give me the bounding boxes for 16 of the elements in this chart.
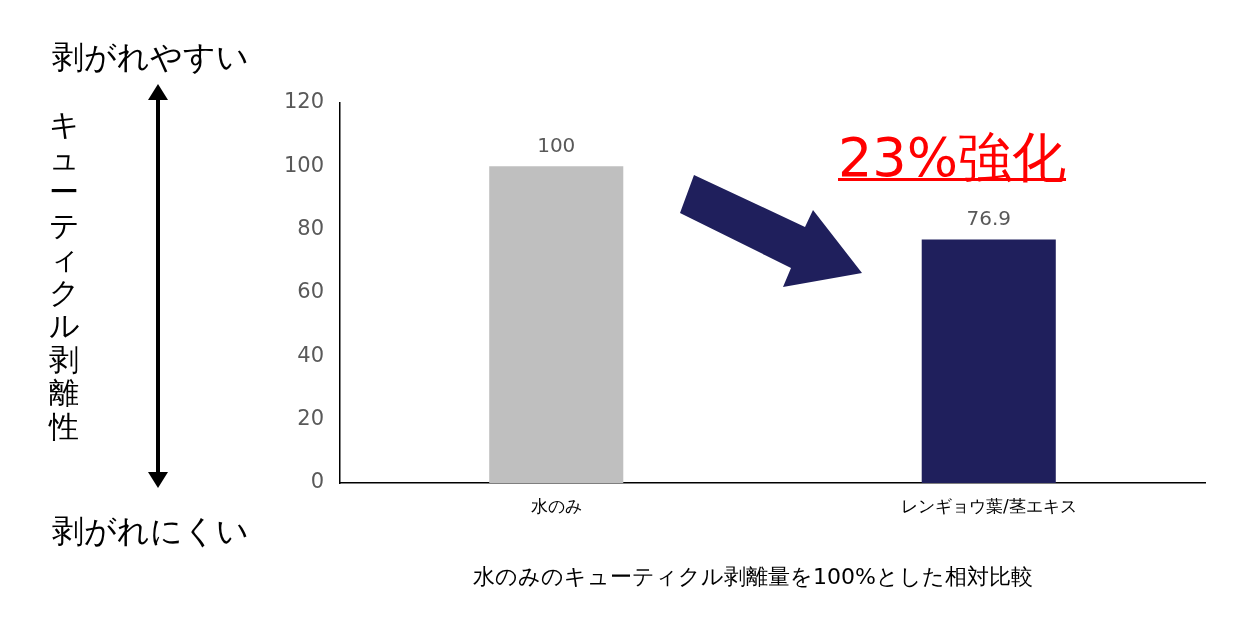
y-tick-label: 40 bbox=[297, 342, 324, 367]
x-tick-label: レンギョウ葉/茎エキス bbox=[900, 495, 1077, 516]
y-tick-label: 80 bbox=[297, 216, 324, 241]
y-tick-label: 100 bbox=[283, 152, 324, 177]
y-tick-label: 20 bbox=[297, 406, 324, 431]
text: 剥がれにくい bbox=[52, 511, 249, 552]
x-tick-label: 水のみ bbox=[530, 495, 582, 516]
data-label: 100 bbox=[537, 132, 576, 157]
text: 剥がれやすい bbox=[52, 37, 249, 78]
y-tick-label: 120 bbox=[283, 89, 324, 114]
annotation: 23%強化 bbox=[838, 125, 1067, 191]
y-tick-label: 0 bbox=[310, 469, 324, 494]
data-label: 76.9 bbox=[966, 205, 1012, 230]
x-axis-title: 水のみのキューティクル剥離量を100%とした相対比較 bbox=[472, 563, 1034, 591]
text: キューティクル剥離性 bbox=[48, 107, 80, 444]
y-tick-label: 60 bbox=[297, 279, 324, 304]
